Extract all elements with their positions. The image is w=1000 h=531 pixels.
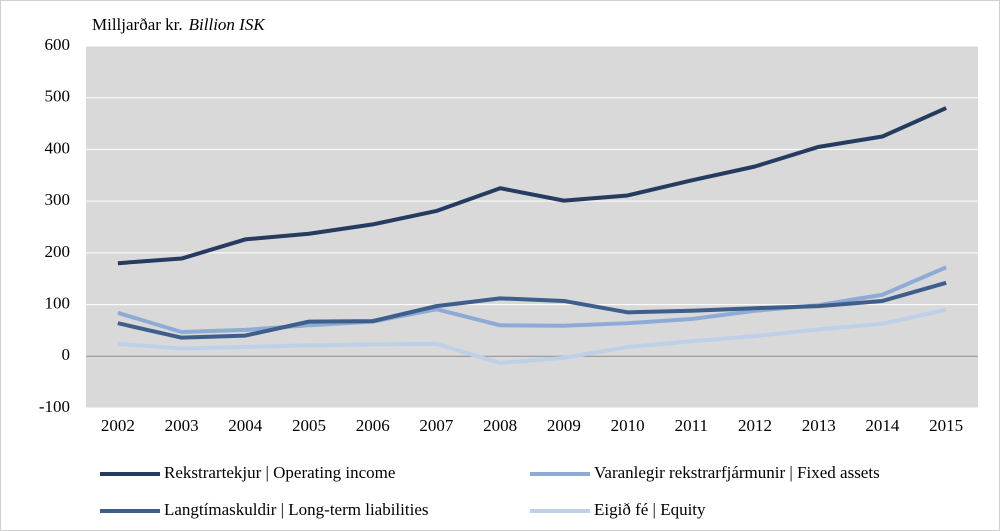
legend-label: Eigið fé | Equity: [594, 500, 706, 519]
y-tick-label: 300: [45, 190, 71, 209]
y-tick-label: 400: [45, 138, 71, 157]
x-tick-label: 2012: [738, 416, 772, 435]
series-line: [117, 280, 947, 340]
x-tick-label: 2014: [865, 416, 900, 435]
x-tick-label: 2013: [802, 416, 836, 435]
y-tick-label: -100: [39, 397, 70, 416]
x-tick-label: 2015: [929, 416, 963, 435]
y-tick-label: 200: [45, 242, 71, 261]
y-axis-label: Milljarðar kr. Billion ISK: [92, 15, 266, 34]
legend-label: Langtímaskuldir | Long-term liabilities: [164, 500, 429, 519]
series-line: [117, 307, 947, 366]
y-label: Milljarðar kr.: [92, 15, 183, 34]
plot-area: [86, 46, 978, 408]
x-tick-label: 2002: [101, 416, 135, 435]
x-tick-label: 2006: [356, 416, 390, 435]
y-tick-label: 100: [45, 293, 71, 312]
x-tick-label: 2008: [483, 416, 517, 435]
x-tick-label: 2007: [419, 416, 454, 435]
x-tick-label: 2005: [292, 416, 326, 435]
x-tick-label: 2003: [165, 416, 199, 435]
y-label-en: Billion ISK: [189, 15, 267, 34]
y-tick-label: 500: [45, 87, 71, 106]
x-tick-label: 2011: [675, 416, 708, 435]
legend-label: Varanlegir rekstrarfjármunir | Fixed ass…: [594, 463, 880, 482]
series-line: [117, 106, 947, 266]
x-tick-label: 2009: [547, 416, 581, 435]
legend-label: Rekstrartekjur | Operating income: [164, 463, 395, 482]
y-tick-label: 600: [45, 35, 71, 54]
y-tick-label: 0: [62, 345, 71, 364]
x-tick-label: 2010: [611, 416, 645, 435]
x-tick-label: 2004: [228, 416, 263, 435]
